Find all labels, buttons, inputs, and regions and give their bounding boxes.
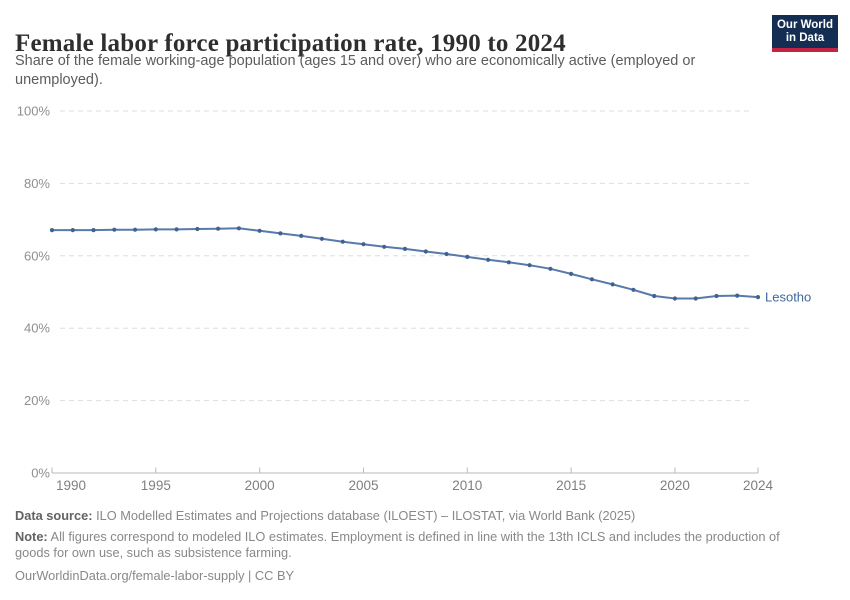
y-tick-label: 20% [24, 393, 50, 408]
y-tick-label: 40% [24, 321, 50, 336]
x-tick-label: 2005 [348, 478, 378, 493]
note-text: All figures correspond to modeled ILO es… [15, 529, 780, 560]
data-point[interactable] [548, 266, 553, 271]
data-point[interactable] [91, 228, 96, 233]
data-source-label: Data source: [15, 508, 93, 523]
data-point[interactable] [506, 260, 511, 265]
data-point[interactable] [174, 227, 179, 232]
x-tick-label: 1995 [141, 478, 171, 493]
data-point[interactable] [299, 233, 304, 238]
citation-line: OurWorldinData.org/female-labor-supply |… [15, 568, 295, 583]
x-tick-label: 1990 [56, 478, 86, 493]
data-point[interactable] [423, 249, 428, 254]
data-point[interactable] [444, 251, 449, 257]
x-tick-label: 2010 [452, 478, 482, 493]
data-source-text: ILO Modelled Estimates and Projections d… [92, 508, 636, 523]
x-tick-label: 2020 [660, 478, 690, 493]
data-point[interactable] [589, 277, 595, 282]
y-tick-label: 60% [24, 248, 50, 263]
data-point[interactable] [133, 227, 138, 232]
data-point[interactable] [631, 287, 636, 292]
series-label-lesotho[interactable]: Lesotho [765, 290, 811, 305]
data-source-line: Data source: ILO Modelled Estimates and … [15, 508, 815, 524]
data-point[interactable] [652, 293, 657, 299]
chart-subtitle: Share of the female working-age populati… [15, 53, 696, 88]
note-line: Note: All figures correspond to modeled … [15, 529, 815, 561]
data-point[interactable] [714, 293, 719, 299]
x-tick-label: 2024 [743, 478, 774, 493]
data-point[interactable] [672, 296, 678, 301]
data-line-lesotho [52, 227, 759, 300]
data-point[interactable] [278, 231, 283, 236]
note-label: Note: [15, 529, 48, 544]
owid-logo-line1: Our World [776, 19, 833, 31]
data-point[interactable] [340, 239, 345, 244]
chart-title: Female labor force participation rate, 1… [15, 29, 566, 57]
data-point[interactable] [257, 228, 262, 233]
data-point[interactable] [486, 257, 491, 262]
data-point[interactable] [361, 242, 366, 247]
data-point[interactable] [465, 254, 470, 259]
data-point[interactable] [195, 226, 200, 232]
owid-logo: Our World in Data [772, 15, 838, 52]
chart-footer: Data source: ILO Modelled Estimates and … [15, 508, 815, 584]
data-point[interactable] [402, 246, 408, 251]
data-point[interactable] [382, 244, 387, 249]
owid-logo-line2: in Data [785, 32, 825, 44]
data-point[interactable] [216, 226, 221, 231]
data-point[interactable] [735, 293, 740, 298]
data-point[interactable] [693, 296, 698, 301]
y-tick-label: 100% [17, 104, 51, 119]
x-tick-label: 2000 [245, 478, 275, 493]
data-point[interactable] [569, 271, 574, 276]
data-point[interactable] [527, 263, 532, 268]
x-tick-label: 2015 [556, 478, 586, 493]
data-point[interactable] [236, 226, 241, 231]
data-point[interactable] [610, 282, 615, 287]
data-point[interactable] [319, 236, 324, 241]
y-tick-label: 0% [31, 466, 50, 481]
data-point[interactable] [49, 228, 55, 233]
data-point[interactable] [70, 228, 75, 233]
data-point[interactable] [153, 227, 158, 232]
data-point[interactable] [755, 295, 761, 300]
y-tick-label: 80% [24, 176, 50, 191]
data-point[interactable] [112, 227, 117, 232]
